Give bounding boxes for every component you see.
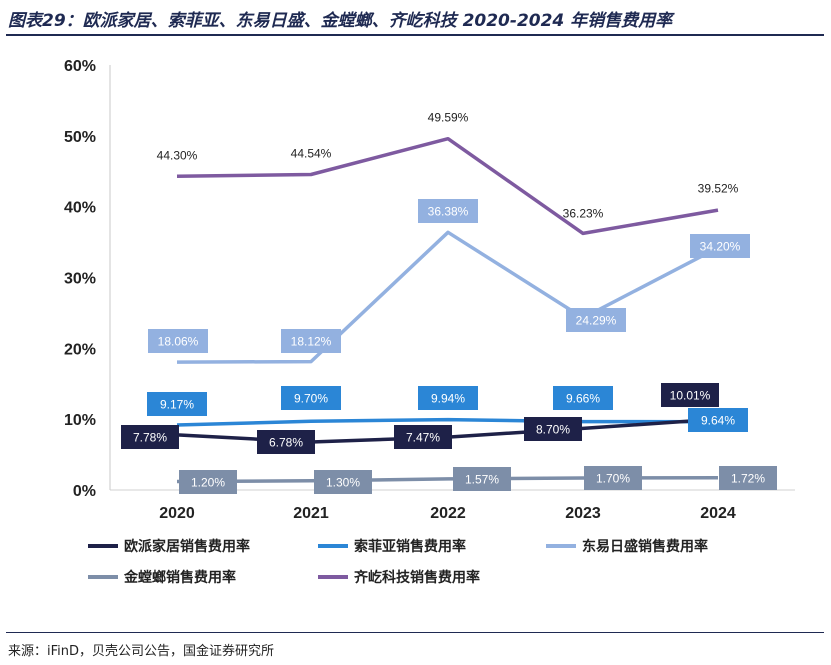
- data-label-box: [719, 466, 777, 490]
- data-label: 9.94%: [431, 392, 465, 406]
- data-label-box: [148, 329, 208, 353]
- x-tick-label: 2023: [565, 505, 601, 522]
- data-label: 44.30%: [157, 149, 198, 163]
- data-label: 24.29%: [576, 314, 617, 328]
- data-label-box: [690, 234, 750, 258]
- data-label: 8.70%: [536, 423, 570, 437]
- data-label-box: [453, 467, 511, 491]
- chart-title: 图表29：欧派家居、索菲亚、东易日盛、金螳螂、齐屹科技 2020-2024 年销…: [8, 11, 673, 31]
- data-label: 34.20%: [700, 240, 741, 254]
- x-tick-label: 2024: [700, 505, 736, 522]
- data-label: 9.66%: [566, 392, 600, 406]
- data-label: 18.06%: [158, 335, 199, 349]
- source-divider: [6, 632, 824, 633]
- data-label: 44.54%: [291, 147, 332, 161]
- data-label-box: [418, 199, 478, 223]
- y-tick-label: 0%: [73, 483, 96, 500]
- data-label-box: [661, 383, 719, 407]
- data-label-box: [553, 386, 613, 410]
- data-label-box: [566, 308, 626, 332]
- data-label-box: [314, 470, 372, 494]
- data-label-box: [179, 470, 237, 494]
- y-tick-label: 20%: [64, 341, 96, 358]
- legend-label: 欧派家居销售费用率: [124, 538, 250, 555]
- data-label-box: [147, 392, 207, 416]
- data-label: 1.30%: [326, 476, 360, 490]
- y-tick-label: 40%: [64, 200, 96, 217]
- y-tick-label: 60%: [64, 58, 96, 75]
- y-tick-label: 50%: [64, 129, 96, 146]
- data-label: 7.47%: [406, 431, 440, 445]
- data-label: 36.38%: [428, 205, 469, 219]
- data-label: 9.70%: [294, 392, 328, 406]
- data-label: 36.23%: [563, 207, 604, 221]
- data-label-box: [281, 329, 341, 353]
- line-chart: 0% 10% 20% 30% 40% 50% 60% 2020 2021 2022 2023 2024…: [64, 58, 795, 586]
- legend-label: 金螳螂销售费用率: [123, 569, 236, 586]
- data-label-box: [121, 425, 179, 449]
- x-tick-label: 2021: [293, 505, 329, 522]
- data-label: 9.64%: [701, 414, 735, 428]
- data-label-box: [394, 425, 452, 449]
- legend-label: 齐屹科技销售费用率: [354, 569, 480, 586]
- y-tick-label: 10%: [64, 412, 96, 429]
- data-label: 1.20%: [191, 476, 225, 490]
- legend-label: 索菲亚销售费用率: [354, 538, 466, 555]
- x-tick-label: 2022: [430, 505, 466, 522]
- title-divider: [6, 34, 824, 36]
- data-label-box: [257, 430, 315, 454]
- series-line: [176, 230, 719, 364]
- series-line: [176, 136, 719, 236]
- data-label: 7.78%: [133, 431, 167, 445]
- data-label: 6.78%: [269, 436, 303, 450]
- data-label: 9.17%: [160, 398, 194, 412]
- data-label-box: [524, 417, 582, 441]
- data-label-box: [688, 408, 748, 432]
- data-label: 1.70%: [596, 472, 630, 486]
- source-note: 来源：iFinD，贝壳公司公告，国金证券研究所: [8, 644, 275, 659]
- x-tick-label: 2020: [159, 505, 195, 522]
- y-tick-label: 30%: [64, 271, 96, 288]
- data-label: 39.52%: [698, 182, 739, 196]
- data-label: 1.72%: [731, 472, 765, 486]
- data-label-box: [281, 386, 341, 410]
- data-label-box: [584, 466, 642, 490]
- data-label: 49.59%: [428, 111, 469, 125]
- data-label-box: [418, 386, 478, 410]
- data-label: 18.12%: [291, 335, 332, 349]
- series-line: [176, 417, 719, 427]
- data-label: 1.57%: [465, 473, 499, 487]
- data-label: 10.01%: [670, 389, 711, 403]
- legend-label: 东易日盛销售费用率: [582, 538, 708, 555]
